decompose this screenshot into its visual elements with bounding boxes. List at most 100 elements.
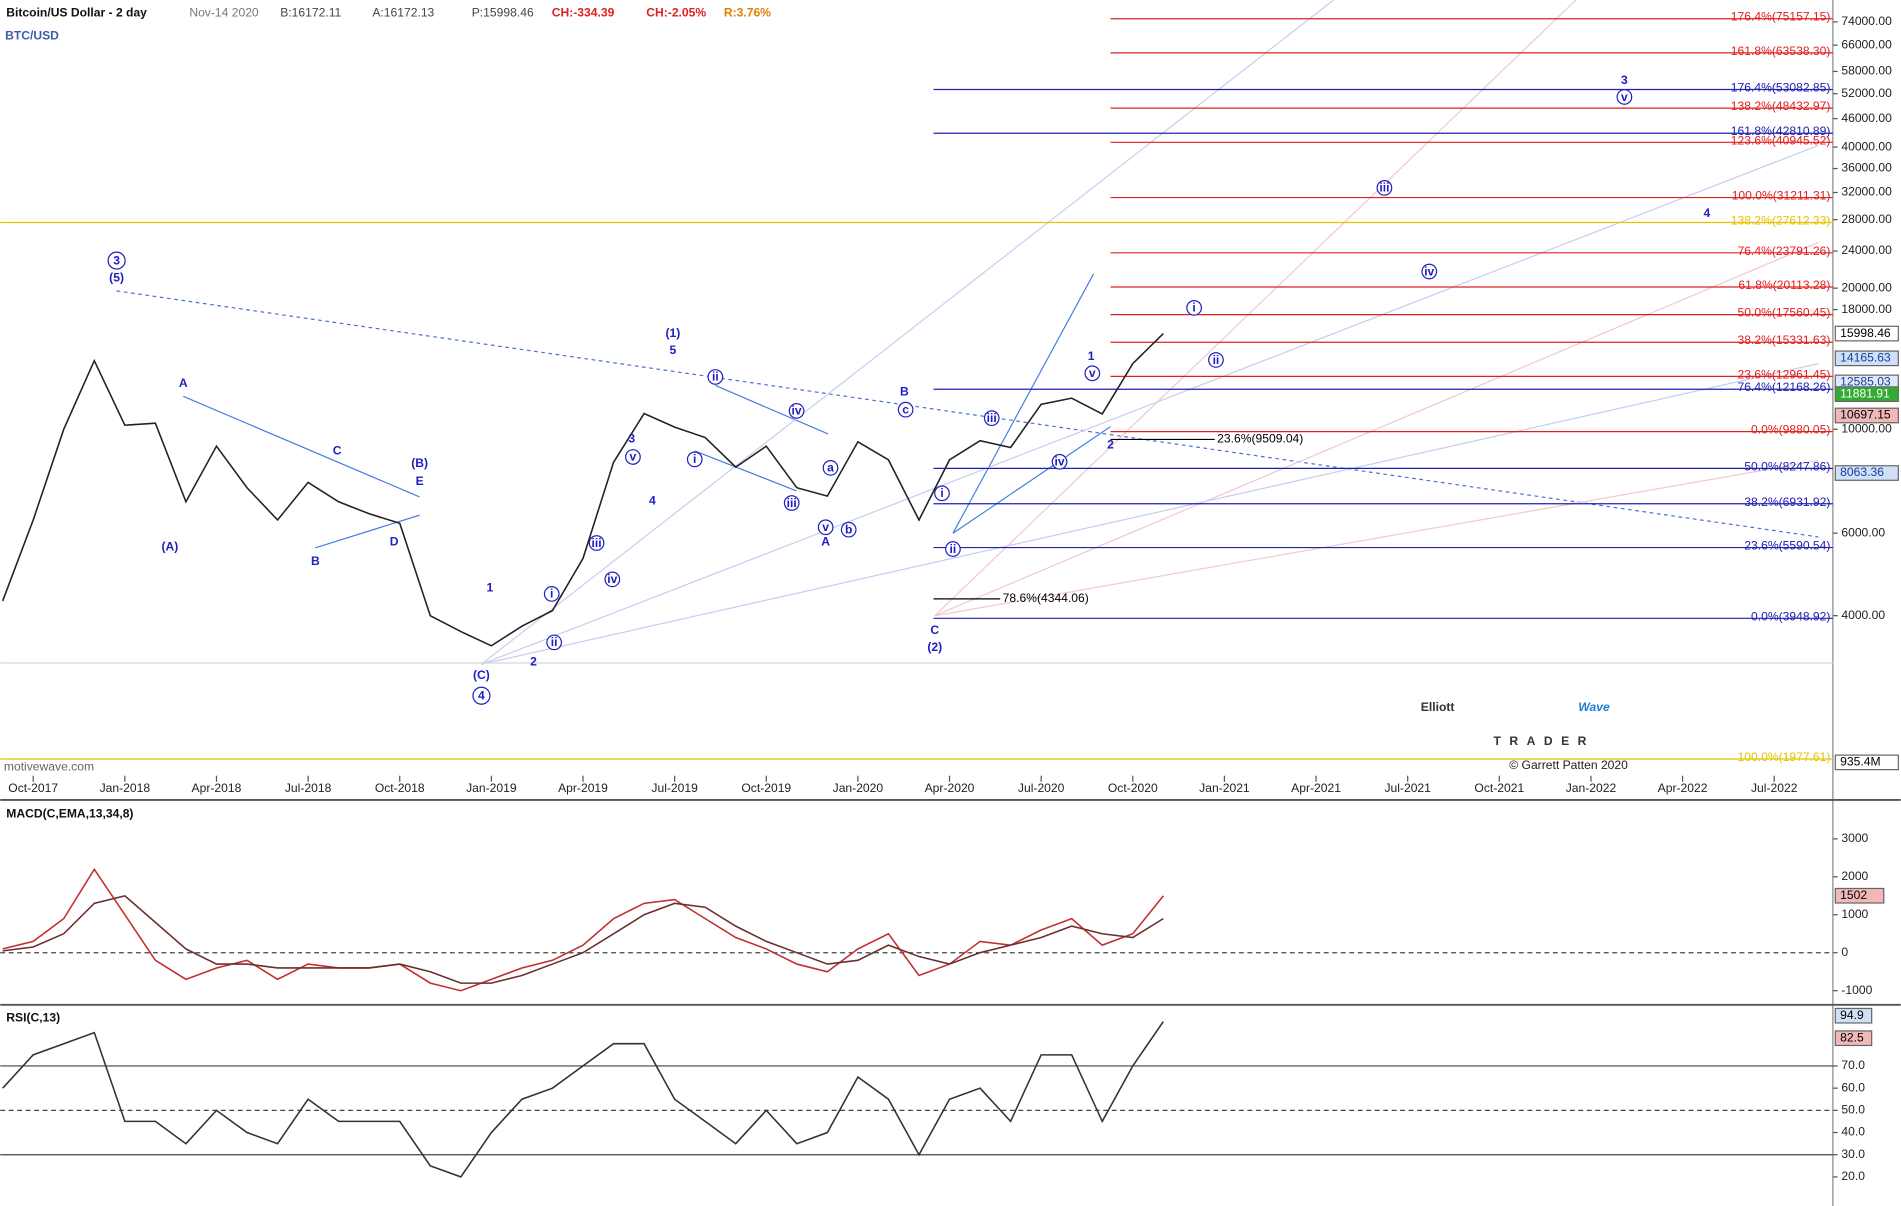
y-tick-label: 40000.00 (1841, 139, 1892, 153)
trend-lines (0, 0, 1833, 665)
wave-label: i (693, 452, 696, 466)
y-tick-label: 18000.00 (1841, 302, 1892, 316)
trend-line (952, 273, 1095, 534)
wave-label: A (179, 376, 188, 390)
trend-line (694, 450, 797, 492)
wave-label: (1) (666, 326, 681, 340)
change-pct: CH:-2.05% (646, 6, 706, 20)
fib-label: 138.2%(27612.33) (1731, 213, 1831, 227)
value-tag-label: 1502 (1840, 888, 1867, 902)
label-circle (840, 521, 857, 538)
trend-line (315, 514, 420, 549)
fib-label: 76.4%(23791.26) (1738, 244, 1831, 258)
value-tag (1834, 1007, 1873, 1024)
value-tag (1834, 1030, 1873, 1047)
wave-label: iv (1055, 455, 1065, 469)
label-circle (604, 571, 621, 588)
fib-label: 38.2%(6931.92) (1744, 495, 1830, 509)
wave-label: 2 (530, 655, 537, 669)
x-tick-label: Jul-2020 (1018, 781, 1065, 795)
logo-word: Wave (1578, 700, 1610, 714)
wave-label: iv (607, 572, 617, 586)
y-tick-label: 36000.00 (1841, 161, 1892, 175)
label-circle (1616, 89, 1633, 105)
y-tick-label: 3000 (1841, 831, 1868, 845)
label-circle (1376, 179, 1393, 196)
trend-line (952, 426, 1111, 534)
change: CH:-334.39 (552, 6, 615, 20)
wave-label: 1 (487, 581, 494, 595)
x-tick-label: Jul-2022 (1751, 781, 1798, 795)
y-tick-label: 40.0 (1841, 1125, 1865, 1139)
price-tag-label: 15998.46 (1840, 326, 1891, 340)
y-tick-label: 74000.00 (1841, 14, 1892, 28)
label-circle (783, 495, 800, 511)
wave-label: v (1089, 366, 1096, 380)
wave-label: 2 (1107, 438, 1114, 452)
label-circle (1421, 263, 1438, 280)
volume-tag-label: 935.4M (1840, 755, 1880, 769)
wave-label: iv (792, 404, 802, 418)
y-tick-label: 32000.00 (1841, 185, 1892, 199)
trend-line (183, 395, 420, 498)
label-circle (945, 541, 961, 557)
x-tick-label: Apr-2018 (192, 781, 242, 795)
x-tick-label: Apr-2019 (558, 781, 608, 795)
label-circle (625, 449, 641, 465)
x-tick-label: Jul-2019 (651, 781, 698, 795)
price-tag (1834, 465, 1899, 481)
label-circle (588, 535, 605, 551)
y-tick-label: 28000.00 (1841, 212, 1892, 226)
x-tick-label: Jul-2021 (1384, 781, 1431, 795)
label-circle (934, 485, 950, 502)
x-tick-label: Jan-2020 (833, 781, 884, 795)
fib-label: 100.0%(1977.61) (1738, 750, 1831, 764)
fib-label: 176.4%(75157.15) (1731, 10, 1831, 24)
wave-label: 4 (1703, 206, 1710, 220)
price-tag (1834, 386, 1899, 402)
wave-label: iii (987, 411, 997, 425)
y-tick-label: 50.0 (1841, 1103, 1865, 1117)
fib-label: 23.6%(9509.04) (1217, 432, 1303, 446)
fib-label: 38.2%(15331.63) (1738, 333, 1831, 347)
bid: B:16172.11 (280, 6, 341, 20)
copyright: © Garrett Patten 2020 (1509, 758, 1628, 772)
wave-label: 4 (649, 493, 656, 507)
x-tick-label: Apr-2021 (1291, 781, 1341, 795)
y-tick-label: 6000.00 (1841, 525, 1885, 539)
trend-line (116, 290, 1819, 538)
wave-label: B (900, 384, 909, 398)
wave-label: (5) (109, 270, 124, 284)
wave-label: iii (787, 496, 797, 510)
fan-line (481, 363, 1819, 665)
x-tick-label: Jan-2019 (466, 781, 517, 795)
label-circle (1186, 299, 1203, 316)
fan-line (934, 0, 1577, 617)
price-tag-label: 8063.36 (1840, 465, 1884, 479)
fib-label: 138.2%(48432.97) (1731, 99, 1831, 113)
x-tick-label: Oct-2017 (8, 781, 58, 795)
wave-label: i (1192, 301, 1195, 315)
label-circle (472, 686, 491, 705)
y-tick-label: -1000 (1841, 983, 1872, 997)
logo-word: TRADER (1494, 734, 1595, 748)
y-tick-label: 1000 (1841, 907, 1868, 921)
x-tick-label: Oct-2018 (375, 781, 425, 795)
x-tick-label: Apr-2020 (925, 781, 975, 795)
wave-label: iv (1424, 264, 1434, 278)
wave-label: D (390, 535, 399, 549)
label-circle (822, 459, 839, 476)
value-tag-label: 94.9 (1840, 1008, 1864, 1022)
x-tick-label: Oct-2020 (1108, 781, 1158, 795)
y-tick-label: 10000.00 (1841, 421, 1892, 435)
value-tag-label: 82.5 (1840, 1030, 1864, 1044)
x-tick-label: Apr-2022 (1658, 781, 1708, 795)
label-circle (1084, 365, 1101, 382)
fib-label: 100.0%(31211.31) (1732, 189, 1831, 203)
y-tick-label: 0 (1841, 945, 1848, 959)
y-tick-label: 46000.00 (1841, 111, 1892, 125)
wave-label: c (902, 402, 909, 416)
